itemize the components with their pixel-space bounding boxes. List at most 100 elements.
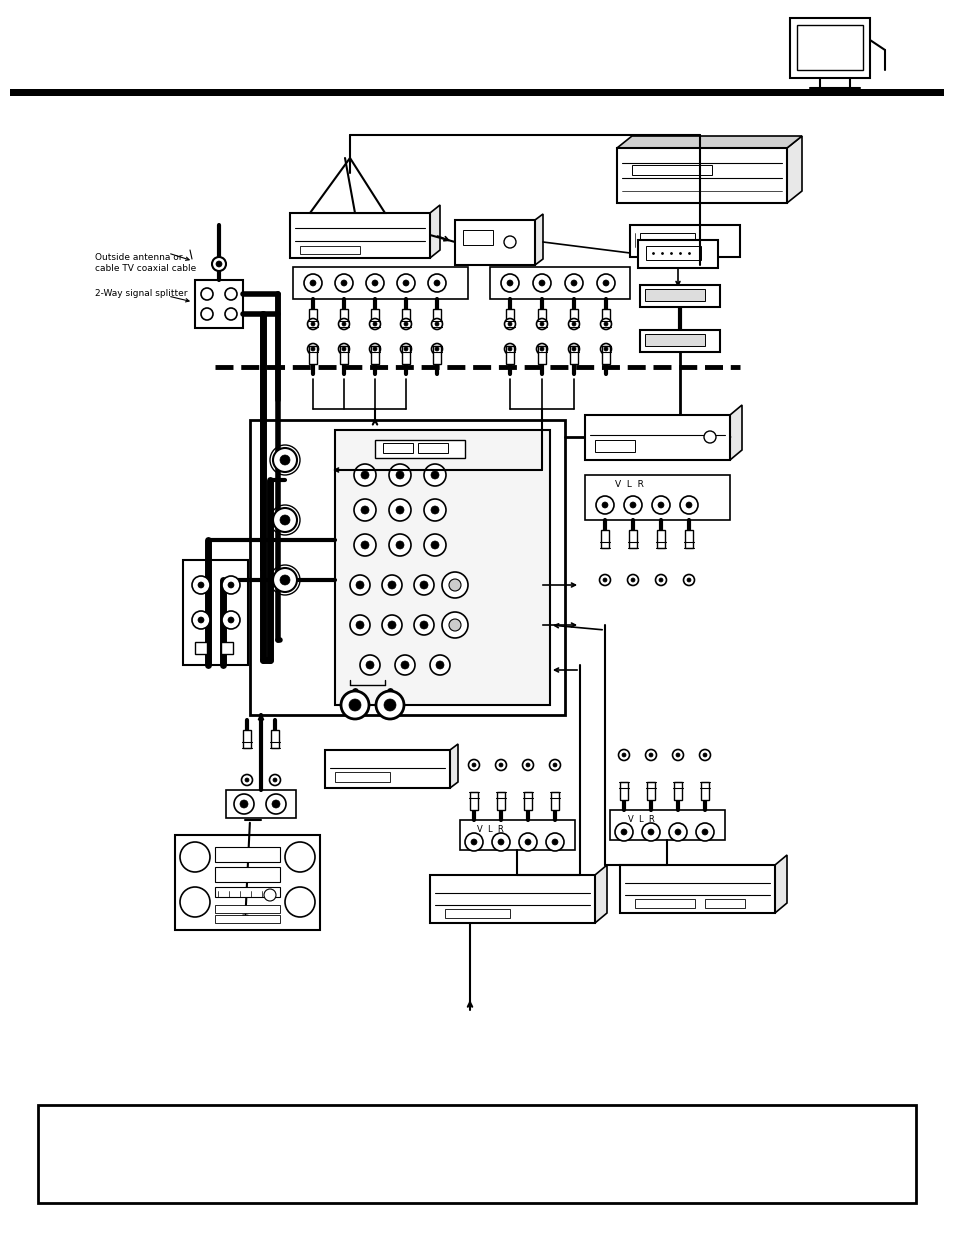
Bar: [470, 792, 477, 810]
Circle shape: [497, 839, 503, 845]
Polygon shape: [595, 864, 606, 923]
Bar: [523, 792, 532, 810]
Circle shape: [647, 829, 654, 835]
Bar: [537, 346, 545, 364]
Circle shape: [400, 319, 411, 330]
Circle shape: [468, 760, 479, 771]
Circle shape: [369, 319, 380, 330]
Circle shape: [498, 763, 502, 767]
Circle shape: [414, 576, 434, 595]
Polygon shape: [430, 205, 439, 258]
Circle shape: [272, 800, 280, 808]
Circle shape: [423, 499, 446, 521]
Circle shape: [449, 579, 460, 592]
Circle shape: [373, 347, 376, 351]
Bar: [325, 750, 450, 788]
Bar: [339, 346, 348, 364]
Circle shape: [355, 580, 364, 589]
Circle shape: [388, 580, 395, 589]
Circle shape: [198, 618, 204, 622]
Circle shape: [682, 574, 694, 585]
Bar: [444, 909, 510, 918]
Circle shape: [273, 508, 296, 532]
Bar: [644, 333, 704, 346]
Circle shape: [423, 534, 446, 556]
Circle shape: [553, 763, 557, 767]
Circle shape: [655, 574, 666, 585]
Circle shape: [703, 431, 716, 443]
Bar: [505, 309, 514, 327]
Circle shape: [402, 280, 409, 287]
Circle shape: [389, 534, 411, 556]
Bar: [433, 346, 440, 364]
Bar: [684, 530, 692, 548]
Circle shape: [403, 347, 408, 351]
Circle shape: [349, 699, 360, 711]
Circle shape: [572, 322, 576, 326]
Polygon shape: [450, 743, 457, 788]
Bar: [497, 792, 504, 810]
Circle shape: [495, 760, 506, 771]
Circle shape: [222, 576, 240, 594]
Bar: [629, 225, 740, 257]
Circle shape: [266, 794, 286, 814]
Polygon shape: [729, 405, 741, 459]
Circle shape: [341, 347, 346, 351]
Bar: [401, 309, 410, 327]
Circle shape: [603, 322, 607, 326]
Circle shape: [645, 750, 656, 761]
Circle shape: [538, 280, 544, 287]
Circle shape: [310, 280, 315, 287]
Circle shape: [338, 319, 349, 330]
Bar: [609, 810, 724, 840]
Text: V  L  R: V L R: [615, 480, 643, 489]
Circle shape: [539, 322, 543, 326]
Circle shape: [536, 343, 547, 354]
Circle shape: [598, 574, 610, 585]
Circle shape: [228, 618, 233, 622]
Bar: [250, 420, 564, 715]
Circle shape: [400, 343, 411, 354]
Bar: [635, 899, 695, 908]
Text: 2-Way signal splitter: 2-Way signal splitter: [95, 289, 188, 298]
Bar: [617, 148, 786, 203]
Circle shape: [602, 280, 608, 287]
Circle shape: [464, 832, 482, 851]
Circle shape: [233, 794, 253, 814]
Polygon shape: [535, 214, 542, 266]
Circle shape: [436, 661, 443, 669]
Circle shape: [311, 347, 314, 351]
Bar: [299, 246, 359, 254]
Circle shape: [431, 541, 438, 550]
Circle shape: [225, 288, 236, 300]
Circle shape: [350, 576, 370, 595]
Bar: [290, 212, 430, 258]
Circle shape: [492, 832, 510, 851]
Circle shape: [285, 887, 314, 918]
Circle shape: [685, 501, 691, 508]
Circle shape: [192, 576, 210, 594]
Circle shape: [273, 448, 296, 472]
Circle shape: [280, 454, 290, 466]
Bar: [584, 475, 729, 520]
Circle shape: [354, 499, 375, 521]
Circle shape: [431, 343, 442, 354]
Circle shape: [372, 280, 377, 287]
Bar: [339, 309, 348, 327]
Circle shape: [651, 496, 669, 514]
Circle shape: [369, 343, 380, 354]
Circle shape: [572, 347, 576, 351]
Circle shape: [400, 661, 409, 669]
Circle shape: [360, 541, 369, 550]
Circle shape: [449, 619, 460, 631]
Circle shape: [307, 319, 318, 330]
Circle shape: [269, 774, 280, 785]
Circle shape: [672, 750, 682, 761]
Bar: [214, 887, 280, 897]
Bar: [226, 790, 295, 818]
Circle shape: [599, 319, 611, 330]
Bar: [537, 309, 545, 327]
Circle shape: [285, 842, 314, 872]
Circle shape: [601, 501, 607, 508]
Polygon shape: [310, 158, 385, 212]
